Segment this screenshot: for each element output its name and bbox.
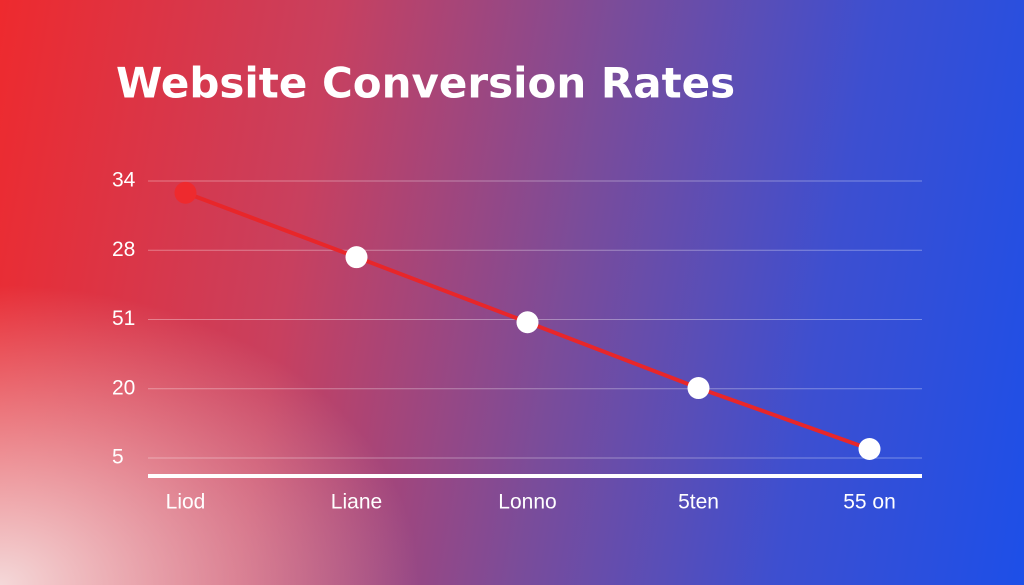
y-tick-label: 51 bbox=[112, 307, 135, 330]
x-tick-label: 5ten bbox=[678, 491, 719, 514]
y-tick-label: 5 bbox=[112, 446, 124, 469]
y-tick-label: 20 bbox=[112, 376, 135, 399]
data-point bbox=[858, 437, 881, 460]
data-point bbox=[516, 311, 539, 334]
data-point bbox=[174, 181, 197, 204]
y-tick-label: 28 bbox=[112, 238, 135, 261]
x-tick-label: Liod bbox=[166, 491, 206, 514]
y-tick-label: 34 bbox=[112, 169, 136, 192]
x-tick-label: 55 on bbox=[843, 491, 896, 514]
data-point bbox=[345, 246, 368, 269]
x-tick-label: Lonno bbox=[498, 491, 556, 514]
data-point bbox=[687, 377, 710, 400]
chart-title: Website Conversion Rates bbox=[116, 59, 735, 108]
x-tick-label: Liane bbox=[331, 491, 382, 514]
